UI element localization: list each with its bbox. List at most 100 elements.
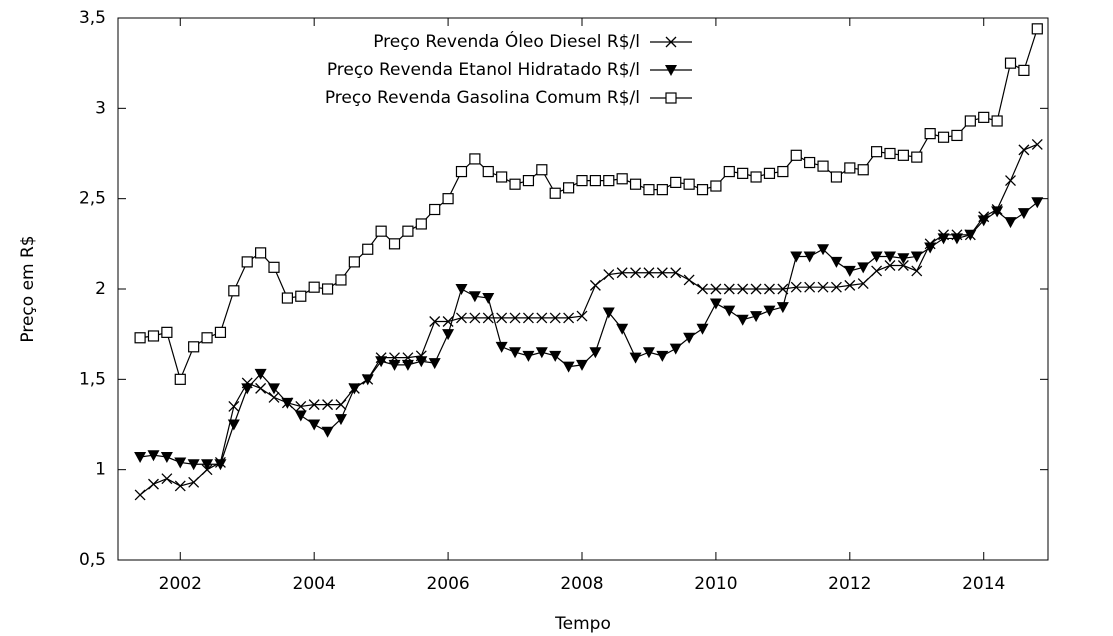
point-marker xyxy=(455,165,468,178)
point-marker xyxy=(950,233,963,245)
point-marker xyxy=(174,480,186,492)
point-marker xyxy=(134,489,146,501)
point-marker xyxy=(562,361,575,373)
x-tick-label: 2008 xyxy=(560,574,603,594)
point-marker xyxy=(803,251,816,263)
x-tick-label: 2002 xyxy=(159,574,202,594)
point-marker xyxy=(295,290,307,302)
point-marker xyxy=(776,302,789,314)
point-marker xyxy=(134,452,147,464)
point-marker xyxy=(723,165,735,178)
point-marker xyxy=(616,323,629,335)
point-marker xyxy=(589,175,601,187)
y-tick-label: 0,5 xyxy=(79,550,106,570)
point-marker xyxy=(295,400,307,412)
point-marker xyxy=(549,350,562,362)
point-marker xyxy=(1018,64,1030,76)
point-marker xyxy=(228,285,240,297)
point-marker xyxy=(1031,23,1043,35)
point-marker xyxy=(764,283,775,295)
point-marker xyxy=(1031,139,1043,150)
x-tick-label: 2006 xyxy=(426,574,469,594)
point-marker xyxy=(188,341,200,353)
point-marker xyxy=(1004,217,1017,229)
point-marker xyxy=(951,129,963,142)
point-marker xyxy=(830,281,842,293)
point-marker xyxy=(161,326,173,338)
point-marker xyxy=(630,267,642,279)
point-marker xyxy=(723,283,735,295)
point-marker xyxy=(348,256,360,268)
point-marker xyxy=(563,312,575,324)
point-marker xyxy=(750,283,762,295)
point-marker xyxy=(911,151,923,163)
point-marker xyxy=(188,476,200,488)
point-marker xyxy=(1018,144,1030,156)
point-marker xyxy=(442,329,455,341)
point-marker xyxy=(429,316,441,327)
point-marker xyxy=(575,359,588,371)
point-marker xyxy=(857,164,869,176)
point-marker xyxy=(602,307,615,319)
legend-label: Preço Revenda Gasolina Comum R$/l xyxy=(325,88,640,108)
point-marker xyxy=(401,359,414,371)
point-marker xyxy=(576,175,588,187)
point-marker xyxy=(670,267,682,279)
point-marker xyxy=(709,298,722,310)
point-marker xyxy=(334,414,347,426)
point-marker xyxy=(321,426,334,438)
point-marker xyxy=(804,281,816,293)
point-marker xyxy=(670,176,682,189)
point-marker xyxy=(375,225,387,237)
point-marker xyxy=(871,265,883,277)
point-marker xyxy=(228,400,240,412)
point-marker xyxy=(134,332,146,344)
point-marker xyxy=(817,281,829,293)
point-marker xyxy=(214,326,227,338)
point-marker xyxy=(254,368,267,380)
point-marker xyxy=(683,178,695,190)
point-marker xyxy=(656,184,668,196)
point-marker xyxy=(790,281,802,293)
point-marker xyxy=(429,203,441,216)
point-marker xyxy=(160,452,173,464)
point-marker xyxy=(536,164,548,176)
point-marker xyxy=(522,350,535,362)
point-marker xyxy=(428,358,441,370)
point-marker xyxy=(897,149,909,161)
point-marker xyxy=(415,218,427,230)
point-marker xyxy=(415,356,428,368)
point-marker xyxy=(509,178,521,190)
point-marker xyxy=(322,399,334,411)
legend-marker xyxy=(665,36,677,48)
point-marker xyxy=(469,312,481,324)
y-tick-label: 2,5 xyxy=(79,189,106,209)
point-marker xyxy=(777,165,789,178)
point-marker xyxy=(737,283,749,295)
point-marker xyxy=(482,165,494,178)
point-marker xyxy=(214,459,227,471)
point-marker xyxy=(736,314,749,326)
point-marker xyxy=(335,274,347,286)
point-marker xyxy=(629,178,642,190)
y-tick-label: 1,5 xyxy=(79,369,106,389)
point-marker xyxy=(1031,197,1044,209)
point-marker xyxy=(308,419,321,431)
point-marker xyxy=(696,184,709,196)
point-marker xyxy=(455,284,468,295)
point-marker xyxy=(817,244,830,256)
point-marker xyxy=(442,193,454,205)
point-marker xyxy=(991,115,1003,127)
point-marker xyxy=(642,347,655,359)
point-marker xyxy=(790,251,803,263)
point-marker xyxy=(643,267,655,279)
point-marker xyxy=(187,459,200,471)
point-marker xyxy=(603,175,615,187)
point-marker xyxy=(321,283,334,295)
x-tick-label: 2012 xyxy=(828,574,871,594)
x-tick-label: 2014 xyxy=(962,574,1005,594)
point-marker xyxy=(937,233,950,245)
point-marker xyxy=(857,278,869,290)
point-marker xyxy=(843,265,856,277)
point-marker xyxy=(897,253,910,265)
